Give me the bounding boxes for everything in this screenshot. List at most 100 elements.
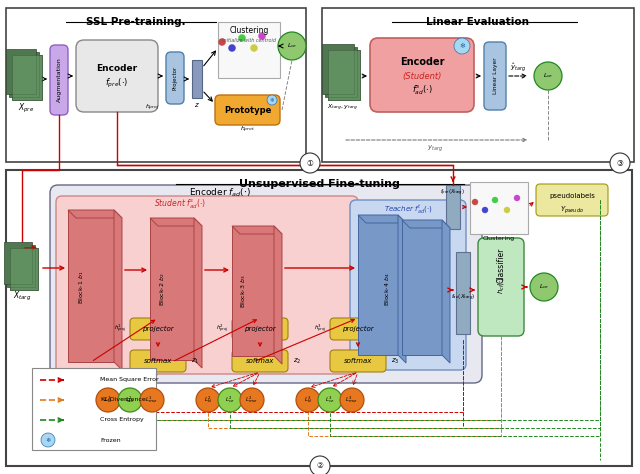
Text: $L^1_{ce}$: $L^1_{ce}$ [125, 394, 134, 405]
Circle shape [259, 33, 266, 39]
FancyBboxPatch shape [330, 350, 386, 372]
Text: $f_{pre}(X_{targ})$: $f_{pre}(X_{targ})$ [440, 188, 465, 198]
Text: $X_{targ}$: $X_{targ}$ [13, 290, 31, 302]
Text: Encoder: Encoder [97, 64, 138, 73]
Text: projector: projector [244, 326, 276, 332]
Polygon shape [358, 215, 406, 223]
FancyBboxPatch shape [350, 200, 466, 370]
Text: $h^3_{proj}$: $h^3_{proj}$ [314, 323, 326, 335]
Text: $y_{targ}$: $y_{targ}$ [427, 144, 443, 154]
Circle shape [530, 273, 558, 301]
Text: ③: ③ [616, 158, 623, 167]
Circle shape [296, 388, 320, 412]
Bar [6, 8, 306, 162]
FancyBboxPatch shape [76, 40, 158, 112]
Circle shape [504, 207, 510, 213]
Text: Block-4 $b_4$: Block-4 $b_4$ [383, 272, 392, 306]
Text: $X_{pre}$: $X_{pre}$ [18, 101, 34, 115]
Polygon shape [274, 226, 282, 364]
Circle shape [310, 456, 330, 474]
Text: Encoder $f_{ad}(\cdot)$: Encoder $f_{ad}(\cdot)$ [189, 187, 251, 199]
Circle shape [534, 62, 562, 90]
Bar [10, 248, 38, 290]
Text: $\hat{y}_{targ}$: $\hat{y}_{targ}$ [510, 62, 526, 74]
Text: softmax: softmax [344, 358, 372, 364]
Text: $f_{pre}(\cdot)$: $f_{pre}(\cdot)$ [106, 76, 129, 90]
Text: KL-Divergence: KL-Divergence [100, 398, 146, 402]
Circle shape [278, 32, 306, 60]
Bar [325, 47, 357, 97]
Text: $Y_{pseudo}$: $Y_{pseudo}$ [560, 204, 584, 216]
Text: Augmentation: Augmentation [56, 58, 61, 102]
Text: $z_1$: $z_1$ [191, 356, 199, 365]
FancyBboxPatch shape [478, 238, 524, 336]
Text: softmax: softmax [246, 358, 274, 364]
Bar [470, 182, 528, 234]
Text: Unsupervised Fine-tuning: Unsupervised Fine-tuning [239, 179, 399, 189]
Text: softmax: softmax [144, 358, 172, 364]
Circle shape [196, 388, 220, 412]
Text: Frozen: Frozen [100, 438, 120, 443]
Bar [456, 252, 470, 334]
Circle shape [267, 95, 277, 105]
Circle shape [300, 153, 320, 173]
Text: Clustering: Clustering [483, 236, 515, 240]
Bar [446, 185, 460, 229]
Text: Linear Layer: Linear Layer [493, 58, 497, 94]
Circle shape [482, 207, 488, 213]
Bar [12, 55, 42, 100]
Bar [4, 242, 32, 284]
Text: $h^1_{proj}$: $h^1_{proj}$ [113, 323, 127, 335]
Circle shape [228, 45, 236, 52]
Circle shape [250, 45, 257, 52]
Text: Classifier: Classifier [497, 247, 506, 283]
Circle shape [218, 38, 225, 46]
Text: projector: projector [142, 326, 174, 332]
FancyBboxPatch shape [330, 318, 386, 340]
Circle shape [340, 388, 364, 412]
FancyBboxPatch shape [370, 38, 474, 112]
Circle shape [96, 388, 120, 412]
Bar [150, 218, 194, 360]
Polygon shape [442, 220, 450, 363]
FancyBboxPatch shape [215, 95, 280, 125]
Text: $L^3_{ce}$: $L^3_{ce}$ [325, 394, 335, 405]
Text: Block-3 $b_3$: Block-3 $b_3$ [239, 274, 248, 308]
Text: $L^2_{mse}$: $L^2_{mse}$ [246, 394, 259, 405]
Bar [192, 60, 202, 98]
Text: $h^2_{proj}$: $h^2_{proj}$ [216, 323, 228, 335]
Bar [322, 8, 634, 162]
Bar [358, 215, 398, 355]
Text: $h_{proj}$: $h_{proj}$ [145, 103, 159, 113]
Polygon shape [194, 218, 202, 368]
Text: Cross Entropy: Cross Entropy [100, 418, 144, 422]
Text: $L^1_{mse}$: $L^1_{mse}$ [145, 394, 159, 405]
Text: $L^1_{kl}$: $L^1_{kl}$ [104, 394, 112, 405]
Circle shape [239, 35, 246, 42]
Text: Projector: Projector [173, 66, 177, 90]
Text: Initialize with centroid: Initialize with centroid [222, 37, 276, 43]
Circle shape [118, 388, 142, 412]
Text: ❄: ❄ [459, 43, 465, 49]
Polygon shape [398, 215, 406, 363]
Text: $f_{ad}(X_{targ})$: $f_{ad}(X_{targ})$ [451, 293, 476, 303]
Polygon shape [402, 220, 450, 228]
Text: Teacher $f^t_{ad}(\cdot)$: Teacher $f^t_{ad}(\cdot)$ [384, 201, 432, 215]
FancyBboxPatch shape [484, 42, 506, 110]
Bar [322, 44, 354, 94]
Text: $h_{prot}$: $h_{prot}$ [241, 125, 255, 135]
Bar [6, 170, 632, 466]
Circle shape [454, 38, 470, 54]
Text: pseudolabels: pseudolabels [549, 193, 595, 199]
Polygon shape [150, 218, 202, 226]
Text: $X_{targ},y_{targ}$: $X_{targ},y_{targ}$ [327, 103, 358, 113]
FancyBboxPatch shape [166, 52, 184, 104]
Circle shape [240, 388, 264, 412]
Bar [12, 55, 42, 100]
Text: $L_{ce}$: $L_{ce}$ [543, 72, 553, 81]
Text: projector: projector [342, 326, 374, 332]
Text: ❄: ❄ [45, 438, 51, 443]
FancyBboxPatch shape [50, 45, 68, 115]
FancyBboxPatch shape [130, 350, 186, 372]
Text: $L^2_{kl}$: $L^2_{kl}$ [204, 394, 212, 405]
